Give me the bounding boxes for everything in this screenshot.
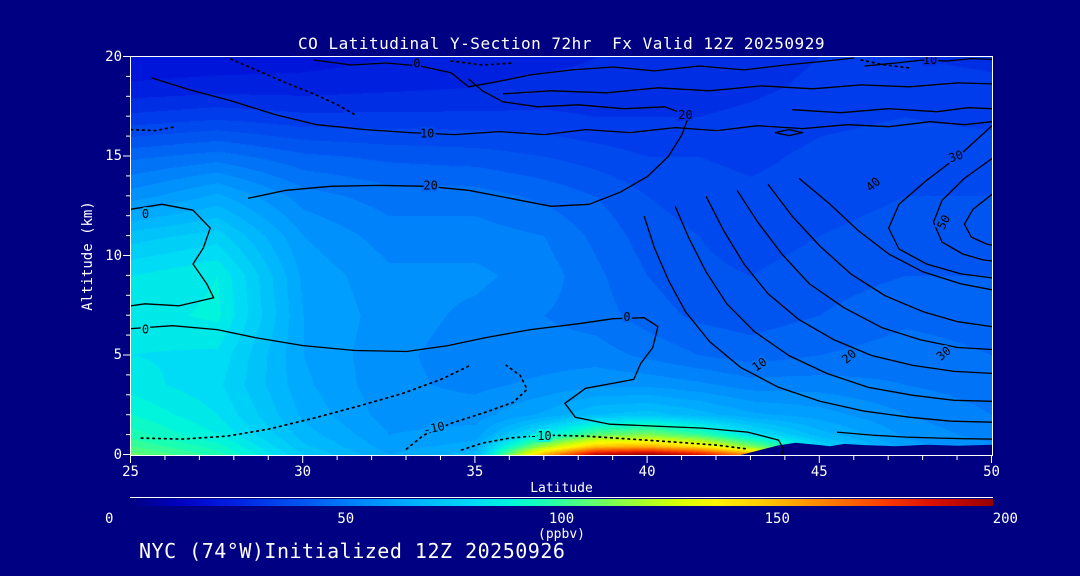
- contour-line-level-20: [774, 128, 804, 137]
- filled-contour-canvas: [131, 57, 992, 455]
- contour-line-level-50: [963, 193, 992, 246]
- contour-label: 0: [623, 310, 630, 324]
- y-tick-label: 0: [113, 446, 122, 463]
- contour-label: 0: [413, 57, 420, 70]
- contour-line-level--10: [460, 434, 749, 451]
- contour-line-level-5: [643, 215, 992, 423]
- terrain-mask: [740, 442, 992, 455]
- contour-line-level-30: [888, 125, 992, 279]
- contour-line-level-20: [736, 189, 992, 351]
- contour-line-level-30: [798, 177, 992, 291]
- contour-line-level-0: [131, 317, 785, 455]
- colorbar-gradient: [130, 499, 993, 506]
- contour-label: 20: [678, 108, 692, 122]
- contour-line-level-15: [705, 196, 992, 375]
- colorbar-unit-label: (ppbv): [538, 527, 585, 542]
- contour-line-level-10: [151, 77, 992, 136]
- colorbar-tick-label: 200: [992, 511, 1018, 527]
- x-tick-label: 25: [122, 464, 139, 480]
- chart-title: CO Latitudinal Y-Section 72hr Fx Valid 1…: [298, 34, 825, 53]
- contour-label: 20: [423, 178, 437, 192]
- contour-line-level-20: [247, 78, 690, 207]
- contour-line-level-10: [502, 82, 992, 95]
- contour-line-level-0: [313, 57, 855, 88]
- colorbar-top-line: [130, 497, 993, 498]
- contour-label: 10: [750, 355, 770, 375]
- contour-label: -10: [530, 429, 552, 443]
- contour-label: 30: [947, 148, 965, 166]
- contour-line-level-5: [836, 431, 992, 440]
- contour-label: 0: [142, 323, 149, 337]
- colorbar-tick-label: 100: [548, 511, 575, 527]
- x-tick-label: 50: [983, 464, 1000, 480]
- x-tick-label: 30: [294, 464, 312, 480]
- colorbar-tick-label: 0: [105, 511, 114, 527]
- x-tick-label: 40: [638, 464, 656, 480]
- y-tick-label: 5: [113, 347, 122, 363]
- contour-line-level--10: [131, 125, 177, 132]
- contour-line-level-20: [792, 107, 992, 114]
- contour-line-level--10: [860, 59, 911, 69]
- contour-line-level-40: [932, 157, 992, 262]
- contour-line-level-10: [674, 206, 992, 402]
- run-info-text: NYC (74°W)Initialized 12Z 20250926: [139, 539, 566, 563]
- contour-label: 40: [863, 174, 883, 194]
- plot-area: 0 0 10 20 0 10 0 20 30 40 50 10 20 30 -10 -10: [130, 56, 993, 456]
- contour-label: 0: [142, 207, 149, 221]
- y-tick-label: 15: [105, 148, 122, 164]
- contour-label: 10: [420, 127, 434, 141]
- contour-line-level--10: [450, 60, 515, 66]
- colorbar-tick-label: 150: [764, 511, 790, 527]
- contour-label: -10: [422, 419, 446, 437]
- y-tick-label: 10: [105, 247, 122, 264]
- x-tick-label: 45: [810, 464, 828, 480]
- contour-line-level--10: [230, 58, 356, 116]
- y-tick-label: 20: [105, 48, 122, 65]
- contour-line-level--10: [140, 363, 473, 440]
- contour-label: 10: [923, 57, 937, 67]
- contour-line-level-25: [767, 184, 992, 328]
- contour-line-level-0: [131, 203, 215, 307]
- x-axis-title: Latitude: [530, 481, 593, 496]
- colorbar-tick-label: 50: [337, 511, 355, 527]
- x-tick-label: 35: [466, 464, 484, 480]
- contour-line-level-10: [864, 57, 992, 67]
